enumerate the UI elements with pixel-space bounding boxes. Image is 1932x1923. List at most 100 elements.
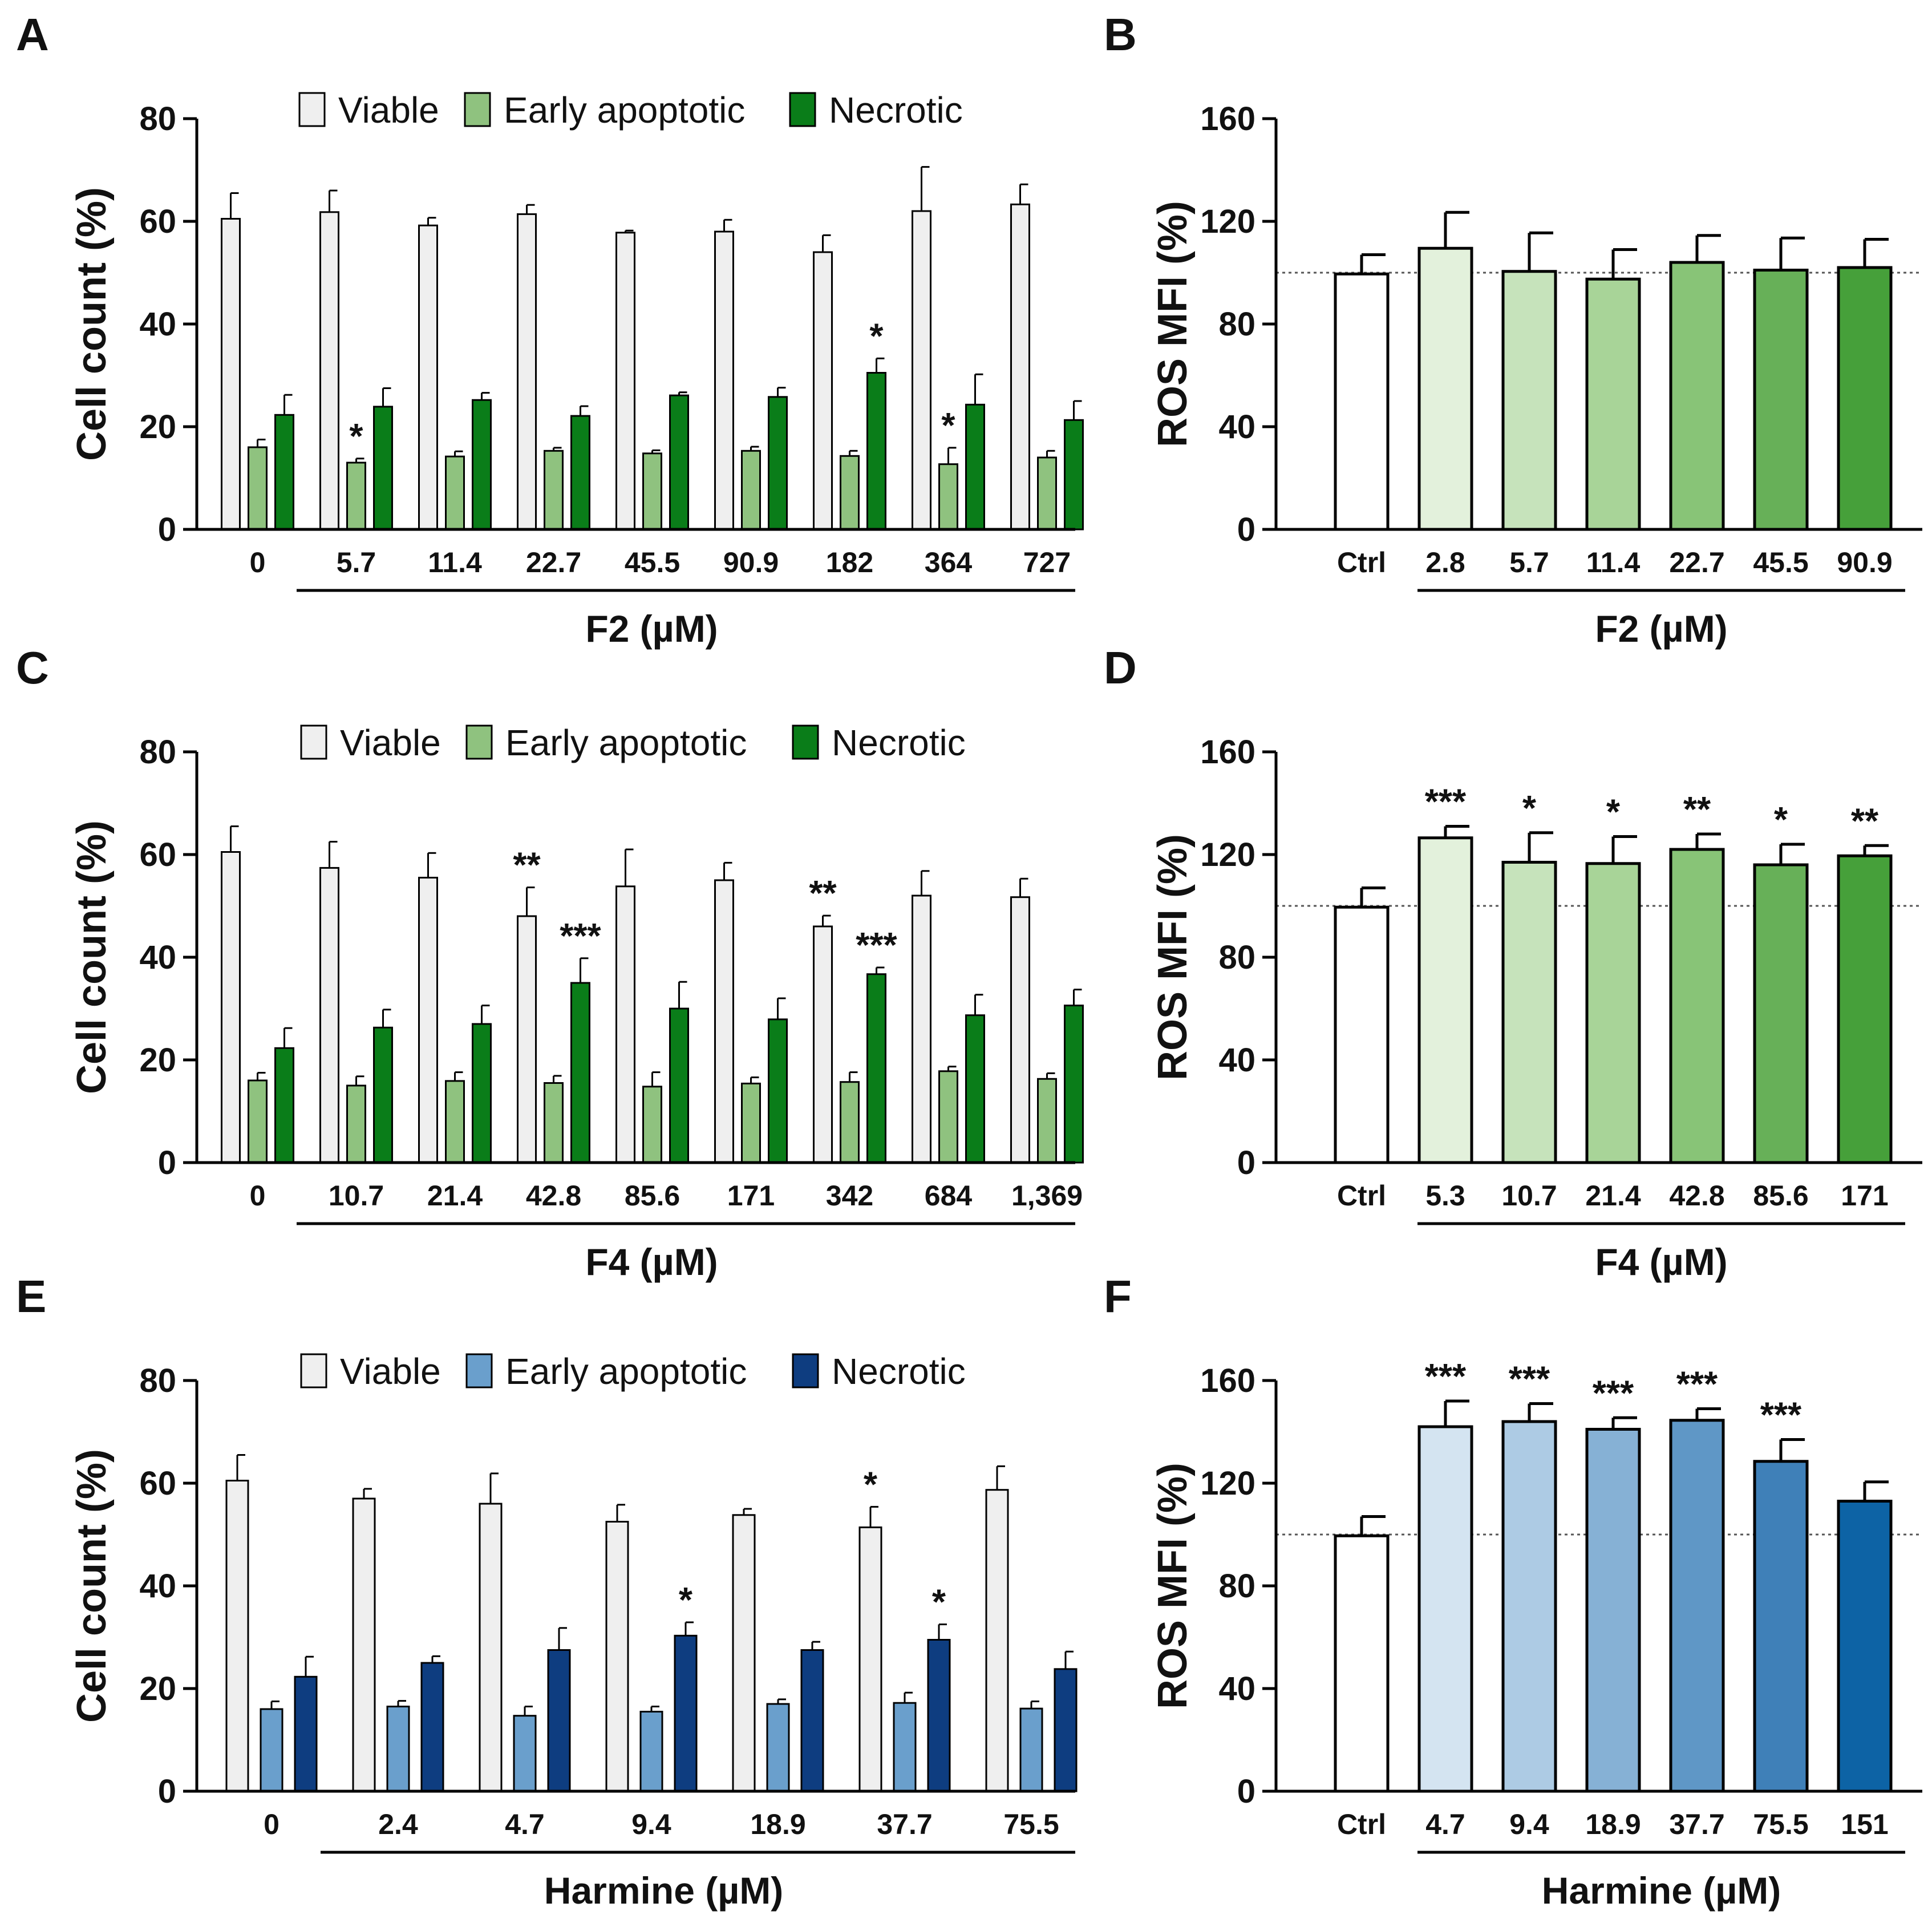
bar-early-apoptotic [513, 1715, 537, 1792]
bar-early-apoptotic [938, 463, 958, 531]
bar-viable [732, 1514, 756, 1792]
bar [1753, 863, 1809, 1164]
y-tick-label: 40 [1218, 408, 1255, 446]
y-tick-label: 0 [158, 511, 176, 548]
x-tick-label: 75.5 [1753, 1808, 1808, 1840]
bar-necrotic [420, 1662, 444, 1792]
bar-viable [418, 877, 438, 1164]
bar-viable [418, 224, 438, 531]
panel-c: C 0 20 40 60 80 Cell count (%) 0 10.7 21.4 42.8 85.… [16, 642, 1084, 1283]
significance-marker: *** [1425, 1357, 1467, 1396]
y-tick-label: 120 [1200, 1465, 1255, 1502]
significance-marker: *** [856, 926, 897, 965]
x-tick-label: 42.8 [1669, 1180, 1724, 1212]
bar-early-apoptotic [346, 1084, 366, 1164]
bar-necrotic [373, 406, 393, 531]
x-tick-label: 18.9 [750, 1808, 805, 1840]
x-tick-label: 2.4 [378, 1808, 418, 1840]
significance-marker: ** [513, 846, 541, 885]
x-tick-label: 171 [727, 1180, 775, 1212]
y-tick-label: 0 [158, 1773, 176, 1810]
y-axis-label: ROS MFI (%) [1150, 834, 1196, 1080]
legend-label: Viable [340, 1351, 441, 1392]
x-axis-label: F2 (µM) [1595, 608, 1727, 650]
bar-early-apoptotic [938, 1070, 958, 1164]
bar-early-apoptotic [260, 1708, 283, 1792]
x-tick-label: 11.4 [1586, 546, 1641, 578]
bar-early-apoptotic [741, 450, 761, 531]
bar [1417, 246, 1473, 531]
y-tick-label: 40 [139, 939, 176, 976]
bar-early-apoptotic [386, 1706, 410, 1792]
bar-early-apoptotic [639, 1711, 663, 1792]
y-tick-label: 20 [139, 1042, 176, 1079]
bar-necrotic [1054, 1668, 1078, 1792]
bar-necrotic [965, 1014, 985, 1164]
x-tick-label: 342 [826, 1180, 873, 1212]
x-tick-label: Ctrl [1337, 1808, 1386, 1840]
y-tick-label: 0 [158, 1144, 176, 1181]
bar-early-apoptotic [642, 452, 662, 531]
bar-early-apoptotic [445, 1080, 465, 1164]
x-tick-label: 22.7 [526, 546, 581, 578]
bar-viable [1010, 203, 1030, 531]
bar-necrotic [274, 414, 294, 531]
y-axis-label: Cell count (%) [69, 187, 115, 461]
legend: Viable Early apoptotic Necrotic [300, 1351, 966, 1392]
legend-swatch [465, 724, 493, 760]
x-tick-label: 727 [1023, 546, 1071, 578]
bar-viable [319, 867, 339, 1164]
panel-e: E 0 20 40 60 80 Cell count (%) 0 2.4 4.7 9.4 18.9 37… [16, 1271, 1078, 1912]
y-tick-label: 60 [139, 203, 176, 240]
bar-early-apoptotic [741, 1082, 761, 1164]
bar-necrotic [294, 1675, 318, 1792]
bar-viable [912, 894, 931, 1164]
y-tick-label: 60 [139, 836, 176, 873]
bar [1501, 1420, 1557, 1793]
bar-necrotic [768, 396, 788, 531]
significance-marker: ** [1851, 801, 1879, 841]
y-tick-label: 20 [139, 1670, 176, 1707]
bar-necrotic [674, 1634, 698, 1792]
y-tick-label: 0 [1237, 1773, 1255, 1810]
bar [1585, 1428, 1641, 1793]
legend-label: Early apoptotic [505, 1351, 747, 1392]
x-tick-label: 11.4 [428, 546, 482, 578]
significance-marker: * [1774, 800, 1788, 840]
y-tick-label: 120 [1200, 203, 1255, 240]
x-tick-label: 0 [250, 1180, 266, 1212]
bar-early-apoptotic [840, 1081, 860, 1164]
significance-marker: * [349, 417, 363, 456]
bar-viable [517, 213, 537, 531]
y-tick-label: 160 [1200, 734, 1255, 771]
x-axis-label: Harmine (µM) [544, 1869, 783, 1912]
panel-letter: B [1104, 9, 1137, 60]
bar-necrotic [274, 1047, 294, 1164]
x-tick-label: 2.8 [1425, 546, 1465, 578]
legend-swatch [298, 92, 326, 127]
x-tick-label: 5.7 [337, 546, 376, 578]
bar-early-apoptotic [544, 1082, 564, 1164]
bar-viable [615, 232, 635, 531]
x-tick-label: 9.4 [631, 1808, 671, 1840]
bar-necrotic [768, 1018, 788, 1164]
bar [1501, 270, 1557, 531]
significance-marker: ** [1683, 790, 1711, 829]
bar-viable [605, 1521, 629, 1792]
bar-necrotic [547, 1649, 571, 1792]
significance-marker: * [932, 1583, 946, 1622]
panel-b: B 0 40 80 120 160 ROS MFI (%) Ctrl 2.8 5.7 11.4 22.… [1104, 9, 1922, 650]
y-axis-label: ROS MFI (%) [1150, 1463, 1196, 1709]
x-tick-label: 22.7 [1669, 546, 1724, 578]
bar-necrotic [669, 1007, 689, 1164]
bar [1417, 836, 1473, 1164]
x-axis-label: F4 (µM) [1595, 1241, 1727, 1283]
bar-necrotic [800, 1649, 824, 1792]
bar [1334, 272, 1390, 531]
bar-early-apoptotic [445, 455, 465, 531]
bar-viable [858, 1526, 882, 1792]
bar-viable [714, 879, 734, 1164]
x-tick-label: 1,369 [1011, 1180, 1083, 1212]
significance-marker: * [941, 406, 955, 446]
